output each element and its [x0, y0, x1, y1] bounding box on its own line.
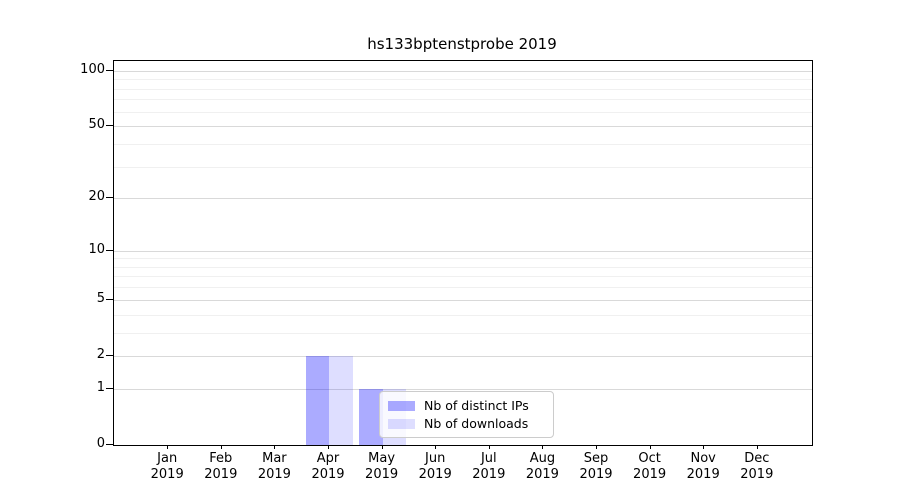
x-tick-label: Jun 2019	[418, 451, 452, 482]
x-tick-label: Oct 2019	[633, 451, 667, 482]
y-tick-label: 20	[88, 189, 105, 205]
gridline-major	[114, 70, 812, 72]
legend-swatch-distinct-ips-icon	[388, 400, 415, 411]
legend: Nb of distinct IPs Nb of downloads	[379, 391, 554, 438]
x-tick-mark	[167, 445, 169, 449]
x-tick-label: Apr 2019	[311, 451, 345, 482]
gridline-minor	[114, 332, 812, 334]
y-tick-mark	[106, 125, 113, 127]
gridline-major	[114, 198, 812, 200]
y-tick-label: 1	[96, 379, 105, 395]
gridline-major	[114, 299, 812, 301]
y-tick-label: 50	[88, 117, 105, 133]
gridline-minor	[114, 258, 812, 260]
x-tick-label: Feb 2019	[204, 451, 238, 482]
x-tick-mark	[381, 445, 383, 449]
y-tick-label: 2	[96, 346, 105, 362]
x-tick-label: Jul 2019	[472, 451, 506, 482]
legend-label-downloads: Nb of downloads	[424, 416, 529, 431]
x-tick-mark	[435, 445, 437, 449]
y-tick-label: 100	[80, 61, 105, 77]
x-tick-mark	[756, 445, 758, 449]
y-tick-mark	[106, 69, 113, 71]
x-tick-mark	[274, 445, 276, 449]
legend-entry-distinct-ips: Nb of distinct IPs	[388, 398, 545, 413]
y-tick-mark	[106, 387, 113, 389]
x-tick-label: Dec 2019	[740, 451, 774, 482]
y-tick-mark	[106, 354, 113, 356]
bar-downloads-apr	[329, 355, 353, 445]
gridline-major	[114, 126, 812, 128]
chart-title: hs133bptenstprobe 2019	[367, 35, 557, 53]
x-tick-label: May 2019	[365, 451, 399, 482]
legend-entry-downloads: Nb of downloads	[388, 416, 545, 431]
y-tick-mark	[106, 444, 113, 445]
x-tick-mark	[703, 445, 705, 449]
gridline-minor	[114, 287, 812, 289]
gridline-minor	[114, 143, 812, 145]
legend-label-distinct-ips: Nb of distinct IPs	[424, 398, 529, 413]
x-tick-mark	[542, 445, 544, 449]
gridline-minor	[114, 314, 812, 316]
gridline-major	[114, 355, 812, 357]
x-tick-mark	[596, 445, 597, 449]
gridline-minor	[114, 166, 812, 168]
y-tick-label: 10	[88, 241, 105, 257]
gridline-minor	[114, 99, 812, 101]
x-tick-mark	[649, 445, 651, 449]
gridline-minor	[114, 266, 812, 268]
gridline-minor	[114, 88, 812, 90]
y-tick-mark	[106, 298, 113, 300]
y-tick-mark	[106, 249, 113, 251]
y-tick-label: 0	[96, 436, 105, 451]
x-tick-label: Nov 2019	[686, 451, 720, 482]
x-tick-mark	[488, 445, 490, 449]
bar-distinct-ips-apr	[305, 355, 329, 445]
gridline-minor	[114, 79, 812, 81]
gridline-minor	[114, 111, 812, 113]
gridline-minor	[114, 276, 812, 278]
x-tick-label: Jan 2019	[150, 451, 184, 482]
gridline-major	[114, 388, 812, 390]
y-tick-mark	[106, 197, 113, 199]
gridline-major	[114, 250, 812, 252]
legend-swatch-downloads-icon	[388, 418, 415, 429]
x-tick-mark	[220, 445, 222, 449]
y-tick-label: 5	[96, 290, 105, 306]
x-tick-label: Mar 2019	[257, 451, 291, 482]
x-tick-label: Aug 2019	[525, 451, 559, 482]
x-tick-label: Sep 2019	[579, 451, 613, 482]
x-tick-mark	[328, 445, 329, 449]
plot-area	[113, 60, 813, 446]
bar-distinct-ips-may	[359, 388, 383, 445]
